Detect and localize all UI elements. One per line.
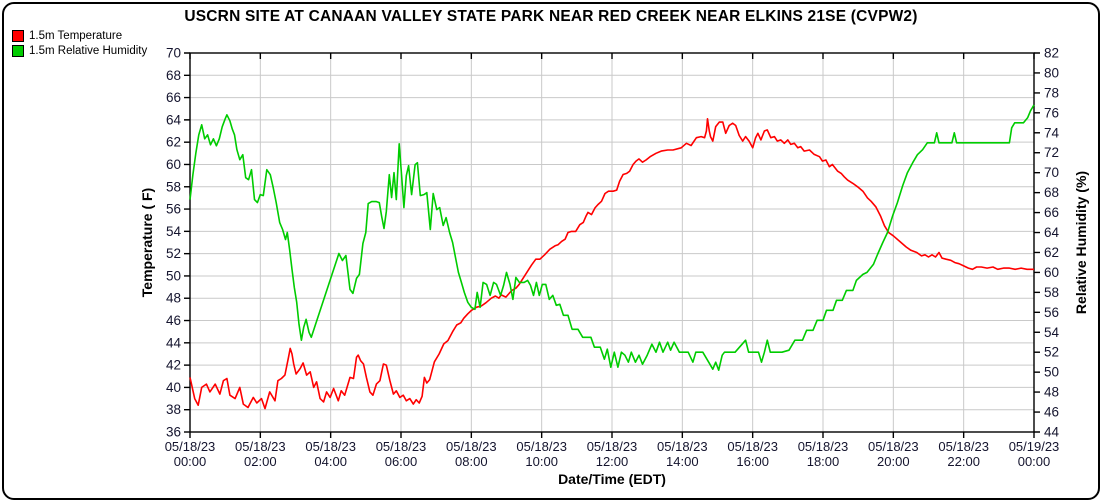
y-right-tick-label: 74 [1044,125,1060,140]
y-right-tick-label: 60 [1044,265,1059,280]
y-right-tick-label: 78 [1044,85,1059,100]
y-left-tick-label: 44 [166,335,182,350]
x-tick-date: 05/18/23 [938,439,989,454]
y-right-tick-label: 56 [1044,305,1059,320]
y-right-tick-label: 54 [1044,325,1060,340]
y-left-tick-label: 64 [166,112,182,127]
x-tick-time: 10:00 [525,454,558,469]
humidity-legend-swatch [12,44,24,57]
x-tick-date: 05/18/23 [868,439,919,454]
x-tick-date: 05/18/23 [376,439,427,454]
y-left-axis-title: Temperature ( F) [139,188,155,297]
x-axis-title: Date/Time (EDT) [558,471,666,487]
y-left-tick-label: 40 [166,380,181,395]
y-right-tick-label: 50 [1044,365,1059,380]
y-right-tick-label: 46 [1044,405,1059,420]
temperature-legend-swatch [12,29,24,42]
x-tick-time: 08:00 [455,454,488,469]
x-tick-time: 14:00 [666,454,699,469]
legend: 1.5m Temperature 1.5m Relative Humidity [12,28,147,58]
x-tick-date: 05/18/23 [516,439,567,454]
x-tick-date: 05/18/23 [657,439,708,454]
y-left-tick-label: 66 [166,90,181,105]
y-left-tick-label: 56 [166,202,181,217]
x-tick-time: 16:00 [736,454,769,469]
y-left-tick-label: 68 [166,68,181,83]
x-tick-time: 04:00 [314,454,347,469]
x-tick-date: 05/18/23 [165,439,216,454]
y-left-tick-label: 38 [166,402,181,417]
y-left-tick-label: 62 [166,135,181,150]
temperature-legend-label: 1.5m Temperature [29,29,123,42]
y-right-tick-label: 80 [1044,65,1059,80]
x-tick-date: 05/18/23 [798,439,849,454]
x-tick-time: 18:00 [807,454,840,469]
y-right-tick-label: 72 [1044,145,1059,160]
plot-svg: 36 38 40 42 44 46 48 50 52 54 56 58 60 62 64 66 68 70 44 46… [139,46,1089,488]
x-tick-date: 05/18/23 [235,439,286,454]
y-right-tick-label: 52 [1044,345,1059,360]
x-tick-time: 02:00 [244,454,277,469]
chart-title: USCRN SITE AT CANAAN VALLEY STATE PARK N… [184,8,918,25]
y-right-tick-label: 62 [1044,245,1059,260]
humidity-legend-label: 1.5m Relative Humidity [29,44,148,57]
x-tick-time: 20:00 [877,454,910,469]
x-tick-date: 05/18/23 [305,439,356,454]
x-tick-date: 05/19/23 [1009,439,1060,454]
y-left-tick-label: 58 [166,179,181,194]
y-right-tick-label: 68 [1044,185,1059,200]
y-right-tick-label: 48 [1044,385,1059,400]
x-tick-time: 06:00 [385,454,418,469]
y-right-tick-label: 58 [1044,285,1059,300]
y-right-tick-label: 44 [1044,425,1060,440]
y-left-tick-label: 70 [166,46,181,61]
x-tick-time: 00:00 [1018,454,1051,469]
y-left-tick-label: 48 [166,291,181,306]
x-tick-time: 22:00 [947,454,980,469]
x-tick-date: 05/18/23 [587,439,638,454]
y-left-tick-label: 46 [166,313,181,328]
legend-item-temperature: 1.5m Temperature [12,28,147,43]
y-left-tick-label: 60 [166,157,181,172]
y-left-tick-label: 52 [166,246,181,261]
y-right-tick-label: 82 [1044,46,1059,61]
y-left-tick-label: 54 [166,224,182,239]
y-right-tick-label: 66 [1044,205,1059,220]
y-left-tick-label: 50 [166,268,181,283]
x-tick-date: 05/18/23 [446,439,497,454]
temperature-line [189,118,1034,410]
y-right-tick-label: 76 [1044,105,1059,120]
y-left-tick-label: 42 [166,358,181,373]
x-tick-time: 12:00 [596,454,629,469]
legend-item-humidity: 1.5m Relative Humidity [12,43,147,58]
y-right-axis-title: Relative Humidity (%) [1073,171,1089,314]
x-tick-date: 05/18/23 [727,439,778,454]
y-right-tick-label: 70 [1044,165,1059,180]
y-left-tick-label: 36 [166,425,181,440]
y-right-tick-label: 64 [1044,225,1060,240]
humidity-line [189,104,1035,372]
x-tick-time: 00:00 [174,454,207,469]
